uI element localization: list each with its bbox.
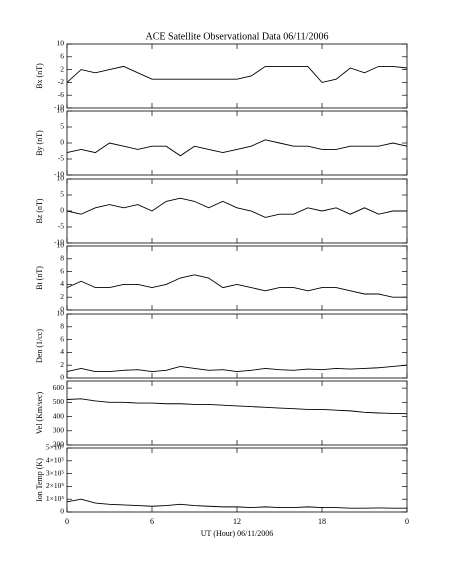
y-tick-label: 5 (60, 122, 64, 131)
y-tick-label: 8 (60, 254, 64, 263)
y-tick-label: 2×10⁵ (46, 481, 64, 490)
y-axis-label: Bt (nT) (35, 266, 44, 290)
y-axis-label: By (nT) (35, 130, 44, 156)
y-tick-label: -5 (58, 154, 64, 163)
y-tick-label: -2 (58, 77, 64, 86)
x-axis-label: UT (Hour) 06/11/2006 (201, 529, 273, 538)
y-axis-label: Bz (nT) (35, 198, 44, 223)
y-tick-label: 2 (60, 292, 64, 301)
y-tick-label: 2 (60, 64, 64, 73)
y-tick-label: 4 (60, 347, 64, 356)
panel-frame (66, 110, 408, 176)
panel-frame (66, 447, 408, 513)
y-tick-label: -10 (54, 238, 64, 247)
y-tick-label: 6 (60, 52, 64, 61)
x-tick-label: 12 (233, 517, 241, 526)
x-tick-label: 18 (318, 517, 326, 526)
y-tick-label: 400 (53, 411, 65, 420)
y-tick-label: 300 (53, 425, 65, 434)
y-tick-label: 5 (60, 190, 64, 199)
y-tick-label: 10 (57, 39, 65, 48)
x-tick-label: 6 (150, 517, 154, 526)
y-tick-label: -10 (54, 170, 64, 179)
chart-title: ACE Satellite Observational Data 06/11/2… (146, 31, 329, 42)
y-tick-label: 6 (60, 334, 64, 343)
y-tick-label: -6 (58, 90, 64, 99)
y-tick-label: 8 (60, 322, 64, 331)
panel-frame (66, 380, 408, 446)
x-tick-label: 0 (405, 517, 409, 526)
y-tick-label: 4×10⁵ (46, 456, 64, 465)
y-tick-label: 600 (53, 383, 65, 392)
y-tick-label: 0 (60, 138, 64, 147)
y-tick-label: 10 (57, 241, 65, 250)
y-tick-label: 0 (60, 206, 64, 215)
data-line (66, 139, 408, 157)
y-axis-label: Vel (Km/sec) (35, 391, 44, 434)
data-line (66, 364, 408, 373)
y-axis-label: Den (1/cc) (35, 329, 44, 363)
data-line (66, 197, 407, 218)
y-tick-label: 6 (60, 266, 64, 275)
data-line (66, 398, 408, 415)
y-tick-label: 2 (60, 360, 64, 369)
y-tick-label: 4 (60, 279, 64, 288)
y-axis-label: Bx (nT) (35, 63, 44, 89)
y-tick-label: 0 (60, 507, 64, 516)
y-tick-label: 3×10⁵ (46, 468, 64, 477)
x-tick-label: 0 (65, 517, 69, 526)
y-tick-label: 5×10⁵ (46, 443, 64, 452)
y-tick-label: 10 (57, 174, 65, 183)
y-tick-label: 10 (57, 106, 65, 115)
y-axis-label: Ion Temp (K) (35, 458, 44, 502)
data-line (66, 274, 407, 298)
y-tick-label: 0 (60, 305, 64, 314)
data-line (66, 498, 407, 509)
y-tick-label: 0 (60, 373, 64, 382)
y-tick-label: 10 (57, 309, 65, 318)
panel-frame (66, 245, 408, 311)
y-tick-label: -5 (58, 222, 64, 231)
y-tick-label: 200 (53, 440, 65, 449)
data-line (66, 65, 408, 83)
panel-frame (66, 43, 408, 109)
y-tick-label: 1×10⁵ (46, 494, 64, 503)
y-tick-label: 500 (53, 397, 65, 406)
panel-frame (66, 178, 408, 244)
y-tick-label: -10 (54, 103, 64, 112)
